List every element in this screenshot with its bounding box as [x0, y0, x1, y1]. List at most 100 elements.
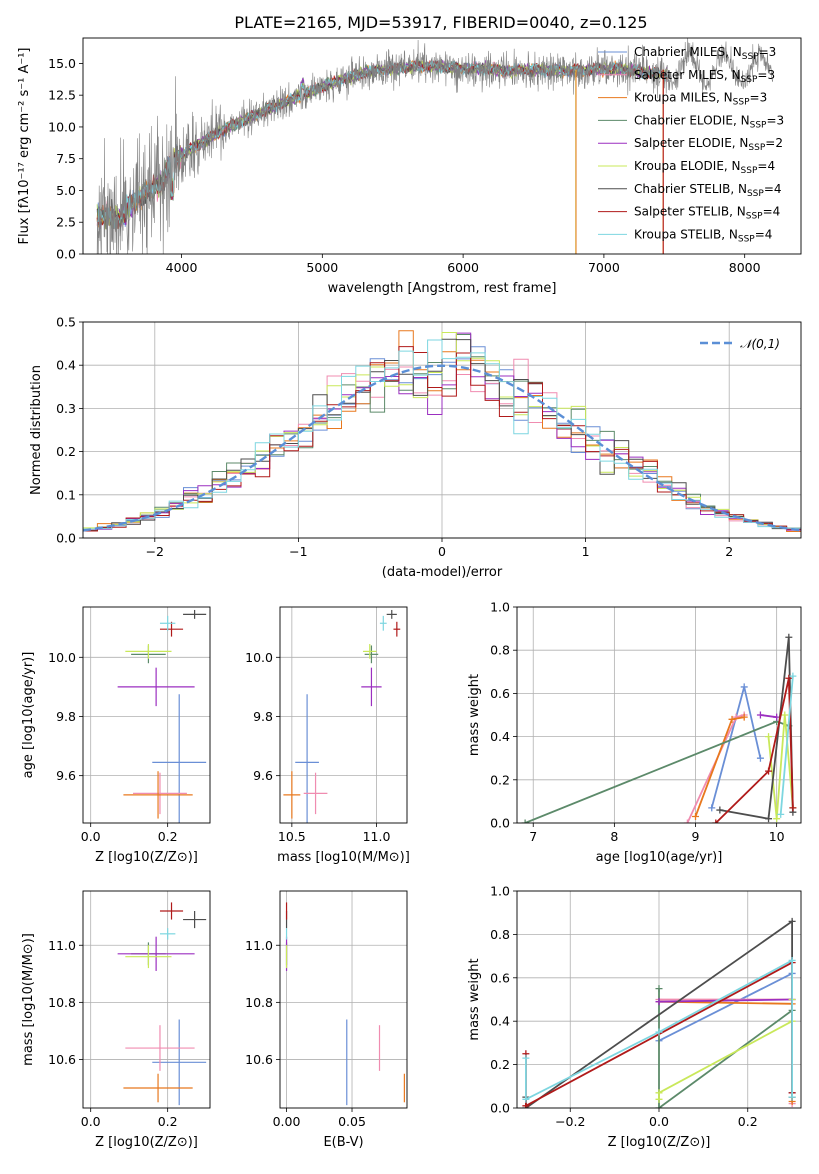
errorbar-point: [159, 902, 184, 920]
panel-weight_vs_age: 7 8 9 10 0.0 0.2 0.4 0.6 0.8 1.0 age [log10(age/yr…: [467, 600, 802, 865]
errorbar-point: [152, 694, 207, 823]
y-axis-label: age [log10(age/yr)]: [21, 652, 36, 779]
errorbar-point: [379, 615, 387, 631]
axes-frame: [279, 890, 408, 1109]
weight-marker: [728, 715, 736, 723]
errorbar-point: [117, 667, 195, 707]
weight-marker: [716, 806, 724, 814]
y-tick-label: 0.8: [490, 643, 510, 658]
plot-area-age_vs_Z: [117, 609, 207, 823]
x-tick-label: 10: [769, 829, 785, 844]
errorbar-point: [295, 694, 319, 823]
weight-line: [658, 998, 793, 1003]
x-tick-label: −0.2: [555, 1114, 585, 1129]
legend: Chabrier MILES, NSSP=3 Salpeter MILES, NS…: [598, 45, 784, 244]
plot-area-mass_vs_ebv: [285, 902, 405, 1106]
plot-area-weight_vs_Z: [522, 917, 796, 1108]
normal-curve: [83, 364, 801, 532]
errorbar-point: [361, 667, 382, 707]
x-tick-label: 7: [529, 829, 537, 844]
legend-entry: 𝒩(0,1): [740, 337, 780, 351]
weight-marker: [789, 804, 797, 812]
x-axis-label: mass [log10(M/M⊙)]: [277, 850, 410, 865]
y-tick-label: 7.5: [56, 151, 76, 166]
errorbar-point: [303, 772, 328, 815]
weight-marker: [789, 672, 797, 680]
x-axis-label: Z [log10(Z/Z⊙)]: [95, 1135, 198, 1150]
y-axis-label: Flux [fλ10⁻¹⁷ erg cm⁻² s⁻¹ A⁻¹]: [17, 48, 32, 245]
weight-marker: [788, 1093, 796, 1101]
axes-frame: [82, 606, 211, 824]
plot-area-residuals: [83, 330, 801, 532]
weight-marker: [765, 733, 773, 741]
x-tick-label: 0.00: [273, 1114, 301, 1129]
y-tick-label: 0.0: [490, 816, 510, 831]
x-tick-label: 11.0: [363, 829, 391, 844]
weight-marker: [740, 713, 748, 721]
x-tick-label: 2: [725, 544, 733, 559]
errorbar-point: [133, 772, 187, 815]
legend-entry: Kroupa STELIB, NSSP=4: [634, 227, 772, 244]
errorbar-point: [183, 609, 207, 619]
y-tick-label: 12.5: [48, 88, 76, 103]
x-tick-label: −1: [289, 544, 307, 559]
x-tick-label: 0.2: [738, 1114, 758, 1129]
y-tick-label: 0.4: [490, 729, 510, 744]
weight-marker: [522, 1095, 530, 1103]
legend-entry: Kroupa ELODIE, NSSP=4: [634, 159, 775, 176]
y-tick-label: 0.0: [490, 1101, 510, 1116]
panel-mass_vs_Z: 0.0 0.2 10.6 10.8 11.0 Z [log10(Z/Z⊙)] mass [l…: [21, 890, 211, 1150]
y-axis-label: mass weight: [467, 674, 482, 756]
figure-title: PLATE=2165, MJD=53917, FIBERID=0040, z=0…: [234, 13, 647, 32]
weight-marker: [522, 1102, 530, 1108]
weight-marker: [521, 819, 529, 823]
x-tick-label: 8: [610, 829, 618, 844]
weight-marker: [655, 1089, 663, 1097]
y-tick-label: 0.8: [490, 927, 510, 942]
weight-marker: [777, 810, 785, 818]
y-tick-label: 0.2: [490, 1057, 510, 1072]
weight-marker: [756, 711, 764, 719]
y-tick-label: 10.6: [245, 1052, 273, 1067]
weight-marker: [740, 683, 748, 691]
y-axis-label: mass weight: [467, 958, 482, 1040]
errorbar-point: [125, 945, 172, 969]
y-tick-label: 0.0: [56, 247, 76, 262]
errorbar-point: [362, 643, 377, 659]
errorbar-point: [123, 771, 193, 819]
x-tick-label: 0.05: [338, 1114, 366, 1129]
y-tick-label: 9.6: [253, 768, 273, 783]
weight-line: [715, 678, 794, 823]
errorbar-point: [386, 609, 397, 619]
y-tick-label: 10.0: [48, 650, 76, 665]
y-tick-label: 5.0: [56, 183, 76, 198]
legend-entry: Chabrier MILES, NSSP=3: [634, 45, 776, 62]
y-tick-label: 0.6: [490, 686, 510, 701]
axes-frame: [516, 890, 802, 1109]
y-tick-label: 9.6: [56, 768, 76, 783]
y-tick-label: 15.0: [48, 56, 76, 71]
y-tick-label: 2.5: [56, 215, 76, 230]
weight-marker: [655, 1104, 663, 1108]
plot-area-mass_vs_Z: [117, 902, 207, 1106]
panel-spectrum: 4000 5000 6000 7000 8000 0.0 2.5 5.0 7.5 10.0 12.5…: [17, 37, 802, 296]
y-tick-label: 9.8: [56, 709, 76, 724]
x-tick-label: 0.2: [158, 829, 178, 844]
axes-frame: [279, 606, 408, 824]
y-tick-label: 0.0: [56, 531, 76, 546]
x-tick-label: 6000: [447, 260, 479, 275]
weight-marker: [655, 998, 663, 1006]
x-tick-label: 0.0: [649, 1114, 669, 1129]
legend-entry: Salpeter ELODIE, NSSP=2: [634, 136, 783, 153]
y-tick-label: 11.0: [245, 938, 273, 953]
legend-entry: Kroupa MILES, NSSP=3: [634, 91, 767, 108]
x-tick-label: 0.0: [81, 1114, 101, 1129]
errorbar-point: [283, 771, 301, 819]
y-tick-label: 10.8: [245, 995, 273, 1010]
y-tick-label: 0.6: [490, 970, 510, 985]
plot-area-weight_vs_age: [521, 633, 797, 823]
errorbar-point: [152, 1019, 207, 1106]
x-tick-label: 7000: [588, 260, 620, 275]
weight-marker: [788, 917, 796, 925]
